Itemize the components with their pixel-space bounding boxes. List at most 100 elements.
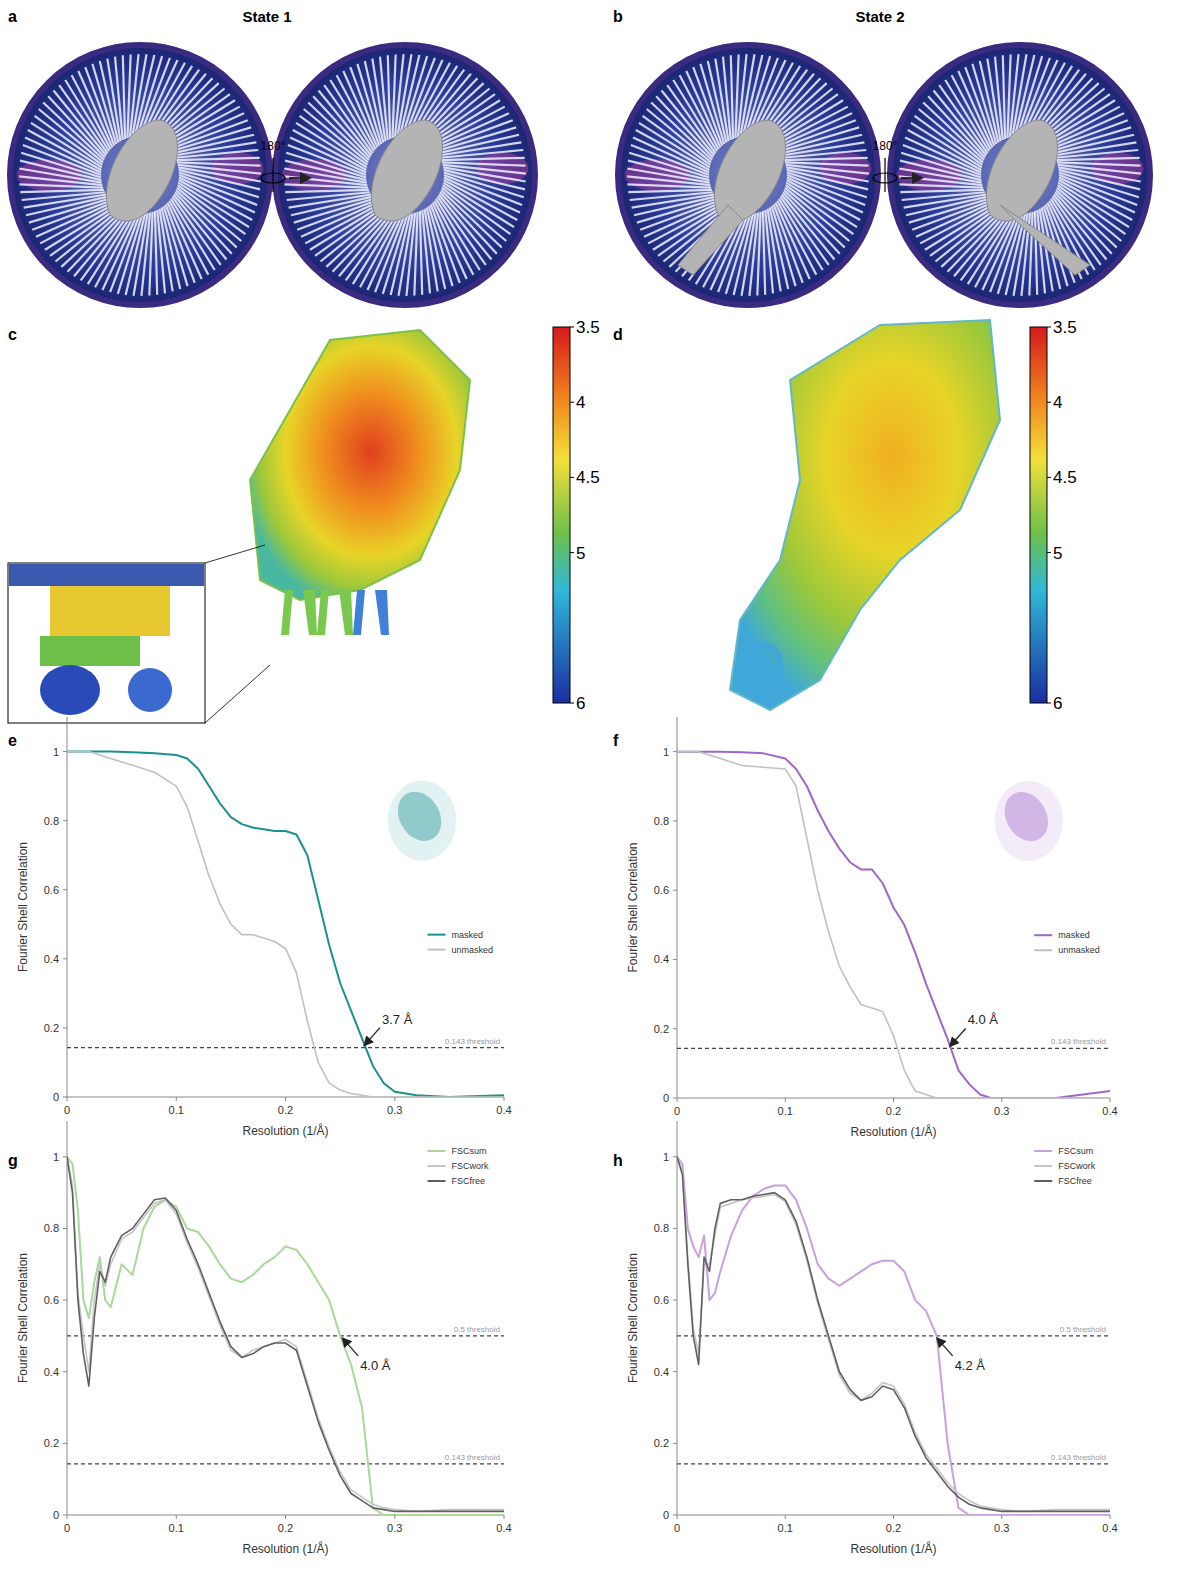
lipid-stripe: [723, 57, 731, 140]
x-tick: [176, 1515, 177, 1519]
y-tick-label: 1: [663, 1151, 669, 1163]
x-tick-label: 0: [64, 1522, 70, 1534]
x-tick-label: 0: [674, 1105, 680, 1117]
fsc-curve: [677, 752, 1110, 1098]
threshold-label: 0.5 threshold: [454, 1325, 500, 1334]
lipid-stripe: [168, 203, 202, 279]
map-helix: [281, 590, 293, 635]
x-tick: [893, 1098, 894, 1102]
y-axis: [677, 717, 678, 1098]
lipid-stripe: [656, 96, 713, 157]
y-tick-label: 0.6: [654, 884, 669, 896]
inset-density: [50, 586, 170, 636]
y-tick-label: 0.6: [44, 884, 59, 896]
lipid-stripe: [783, 192, 840, 253]
y-tick-label: 0: [53, 1509, 59, 1521]
protein-density: [106, 120, 177, 221]
lipid-stripe: [176, 190, 237, 248]
lipid-stripe: [1055, 150, 1138, 158]
fsc-curve: [677, 1157, 1110, 1515]
fsc-chart: 00.10.20.30.400.20.40.60.81Resolution (1…: [16, 1121, 512, 1556]
lipid-stripe: [765, 210, 773, 293]
lipid-stripe: [783, 150, 866, 158]
y-tick: [63, 958, 67, 959]
colorbar-label: 4.5: [576, 468, 600, 487]
inset-density: [128, 668, 172, 712]
y-tick-label: 1: [663, 746, 669, 758]
y-axis-title: Fourier Shell Correlation: [626, 1253, 640, 1383]
y-tick-label: 0.4: [654, 953, 669, 965]
colorbar-label: 5: [576, 544, 585, 563]
colorbar-label: 3.5: [1053, 318, 1077, 337]
mask-thumbnail: [389, 784, 450, 849]
colorbar-label: 4: [576, 393, 585, 412]
threshold-label: 0.143 threshold: [1051, 1453, 1106, 1462]
lipid-stripe: [787, 170, 868, 189]
y-axis-title: Fourier Shell Correlation: [626, 842, 640, 972]
lipid-stripe: [651, 103, 712, 161]
x-tick-label: 0.2: [886, 1105, 901, 1117]
map-helix: [375, 590, 389, 635]
fsc-chart: 00.10.20.30.400.20.40.60.81Resolution (1…: [626, 717, 1118, 1139]
legend-label: masked: [452, 930, 484, 940]
x-axis-title: Resolution (1/Å): [242, 1541, 328, 1556]
lipid-stripe: [171, 127, 251, 151]
x-tick: [504, 1097, 505, 1101]
lipid-stripe: [175, 192, 232, 253]
y-tick: [673, 1300, 677, 1301]
panel-letter: e: [8, 732, 17, 749]
x-tick-label: 0.1: [778, 1522, 793, 1534]
local-resolution-map: [250, 330, 470, 635]
colorbar-tick: [570, 703, 574, 704]
density-map: [890, 45, 1150, 305]
lipid-stripe: [294, 199, 374, 223]
inset-leader: [205, 545, 265, 563]
lipid-stripe: [441, 190, 502, 248]
x-tick-label: 0: [674, 1522, 680, 1534]
lipid-stripe: [637, 199, 717, 223]
threshold-label: 0.143 threshold: [1051, 1037, 1106, 1046]
lipid-stripe: [916, 203, 992, 237]
threshold-line: [67, 1335, 504, 1336]
x-tick: [1110, 1098, 1111, 1102]
rotation-pointer: [901, 177, 921, 179]
lipid-stripe: [440, 192, 497, 253]
y-tick-label: 0: [53, 1091, 59, 1103]
x-tick: [677, 1515, 678, 1519]
x-tick: [67, 1097, 68, 1101]
panel-letter: g: [8, 1152, 18, 1169]
lipid-stripe: [433, 203, 467, 279]
y-axis-title: Fourier Shell Correlation: [16, 842, 30, 972]
legend-swatch: [428, 949, 446, 951]
mask-thumbnail: [995, 781, 1063, 861]
series-group: [677, 1157, 1110, 1515]
lipid-stripe: [29, 199, 109, 223]
threshold-label: 0.5 threshold: [1060, 1325, 1106, 1334]
y-tick: [63, 889, 67, 890]
lipid-stripe: [948, 211, 1006, 272]
lipid-stripe: [972, 64, 996, 144]
y-tick-label: 0.2: [654, 1437, 669, 1449]
series-group: [67, 752, 504, 1097]
figure: abcdefghState 1State 2180°180°3.544.5563…: [0, 0, 1190, 1573]
x-tick-label: 0.2: [886, 1522, 901, 1534]
series-group: [67, 1157, 504, 1515]
series-group: [677, 752, 1110, 1098]
x-tick-label: 0.4: [496, 1104, 511, 1116]
fsc-chart: 00.10.20.30.400.20.40.60.81Resolution (1…: [16, 717, 512, 1138]
y-tick: [673, 820, 677, 821]
x-tick: [1001, 1515, 1002, 1519]
panel-letter: f: [613, 732, 619, 749]
y-tick-label: 0.6: [44, 1294, 59, 1306]
legend-label: FSCwork: [1058, 1161, 1096, 1171]
y-tick: [673, 1028, 677, 1029]
map-body: [730, 320, 1000, 710]
lipid-stripe: [700, 64, 724, 144]
lipid-stripe: [343, 71, 377, 147]
x-tick-label: 0: [64, 1104, 70, 1116]
threshold-line: [67, 1463, 504, 1464]
lipid-stripe: [902, 192, 985, 200]
x-axis-title: Resolution (1/Å): [242, 1123, 328, 1138]
lipid-stripe: [380, 57, 388, 140]
lipid-stripe: [1048, 113, 1124, 147]
